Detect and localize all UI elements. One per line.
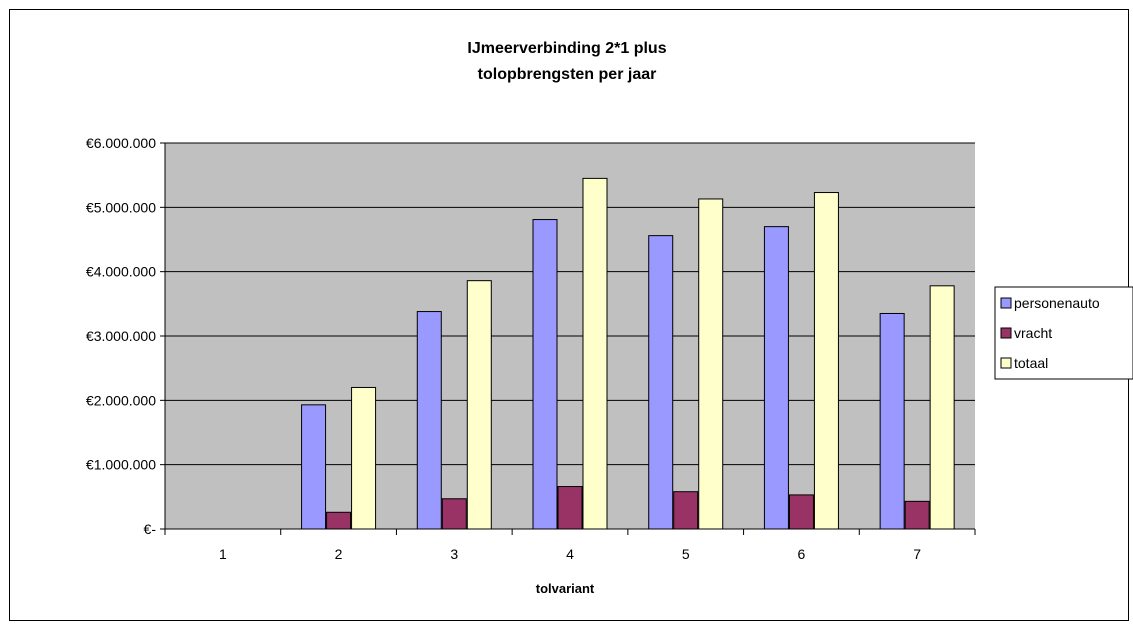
- legend-label-personenauto: personenauto: [1014, 295, 1100, 311]
- axes: €- €1.000.000 €2.000.000 €3.000.000 €4.000.0…: [86, 135, 976, 562]
- y-tick-label: €5.000.000: [86, 199, 156, 215]
- bar-vracht-3: [441, 498, 467, 530]
- legend-swatch-vracht: [1000, 327, 1012, 339]
- legend-box: [994, 286, 1133, 380]
- y-tick-label: €2.000.000: [86, 392, 156, 408]
- legend-label-vracht: vracht: [1014, 325, 1052, 341]
- bar-totaal-2: [351, 386, 377, 530]
- bar-vracht-7: [904, 500, 930, 530]
- y-tick-label: €1.000.000: [86, 457, 156, 473]
- chart-subtitle: tolopbrengsten per jaar: [478, 66, 657, 83]
- bar-totaal-3: [466, 280, 492, 530]
- x-tick-label: 4: [566, 546, 574, 562]
- x-tick-label: 2: [335, 546, 343, 562]
- x-tick-label: 1: [219, 546, 227, 562]
- legend-swatch-personenauto: [1000, 297, 1012, 309]
- bar-personenauto-5: [648, 235, 674, 530]
- y-tick-label: €-: [144, 521, 157, 537]
- x-tick-label: 6: [798, 546, 806, 562]
- bars: [301, 177, 955, 530]
- bar-personenauto-3: [416, 311, 442, 530]
- bar-personenauto-2: [301, 404, 327, 530]
- bar-vracht-6: [788, 494, 814, 530]
- bar-personenauto-6: [763, 226, 789, 530]
- legend-label-totaal: totaal: [1014, 355, 1048, 371]
- bar-totaal-7: [929, 285, 955, 530]
- legend: personenauto vracht totaal: [994, 286, 1133, 380]
- bar-totaal-4: [582, 177, 608, 530]
- bar-personenauto-7: [879, 312, 905, 530]
- x-tick-label: 3: [450, 546, 458, 562]
- chart-title: IJmeerverbinding 2*1 plus: [467, 40, 666, 57]
- y-tick-label: €4.000.000: [86, 264, 156, 280]
- bar-totaal-5: [698, 198, 724, 530]
- bar-personenauto-4: [532, 219, 558, 530]
- y-tick-label: €3.000.000: [86, 328, 156, 344]
- bar-vracht-2: [326, 511, 352, 530]
- bar-totaal-6: [813, 192, 839, 530]
- y-tick-label: €6.000.000: [86, 135, 156, 151]
- legend-swatch-totaal: [1000, 357, 1012, 369]
- bar-vracht-5: [673, 491, 699, 530]
- x-tick-label: 7: [913, 546, 921, 562]
- grid-lines: [165, 142, 975, 466]
- x-axis-title: tolvariant: [536, 581, 595, 596]
- x-tick-label: 5: [682, 546, 690, 562]
- bar-vracht-4: [557, 486, 583, 530]
